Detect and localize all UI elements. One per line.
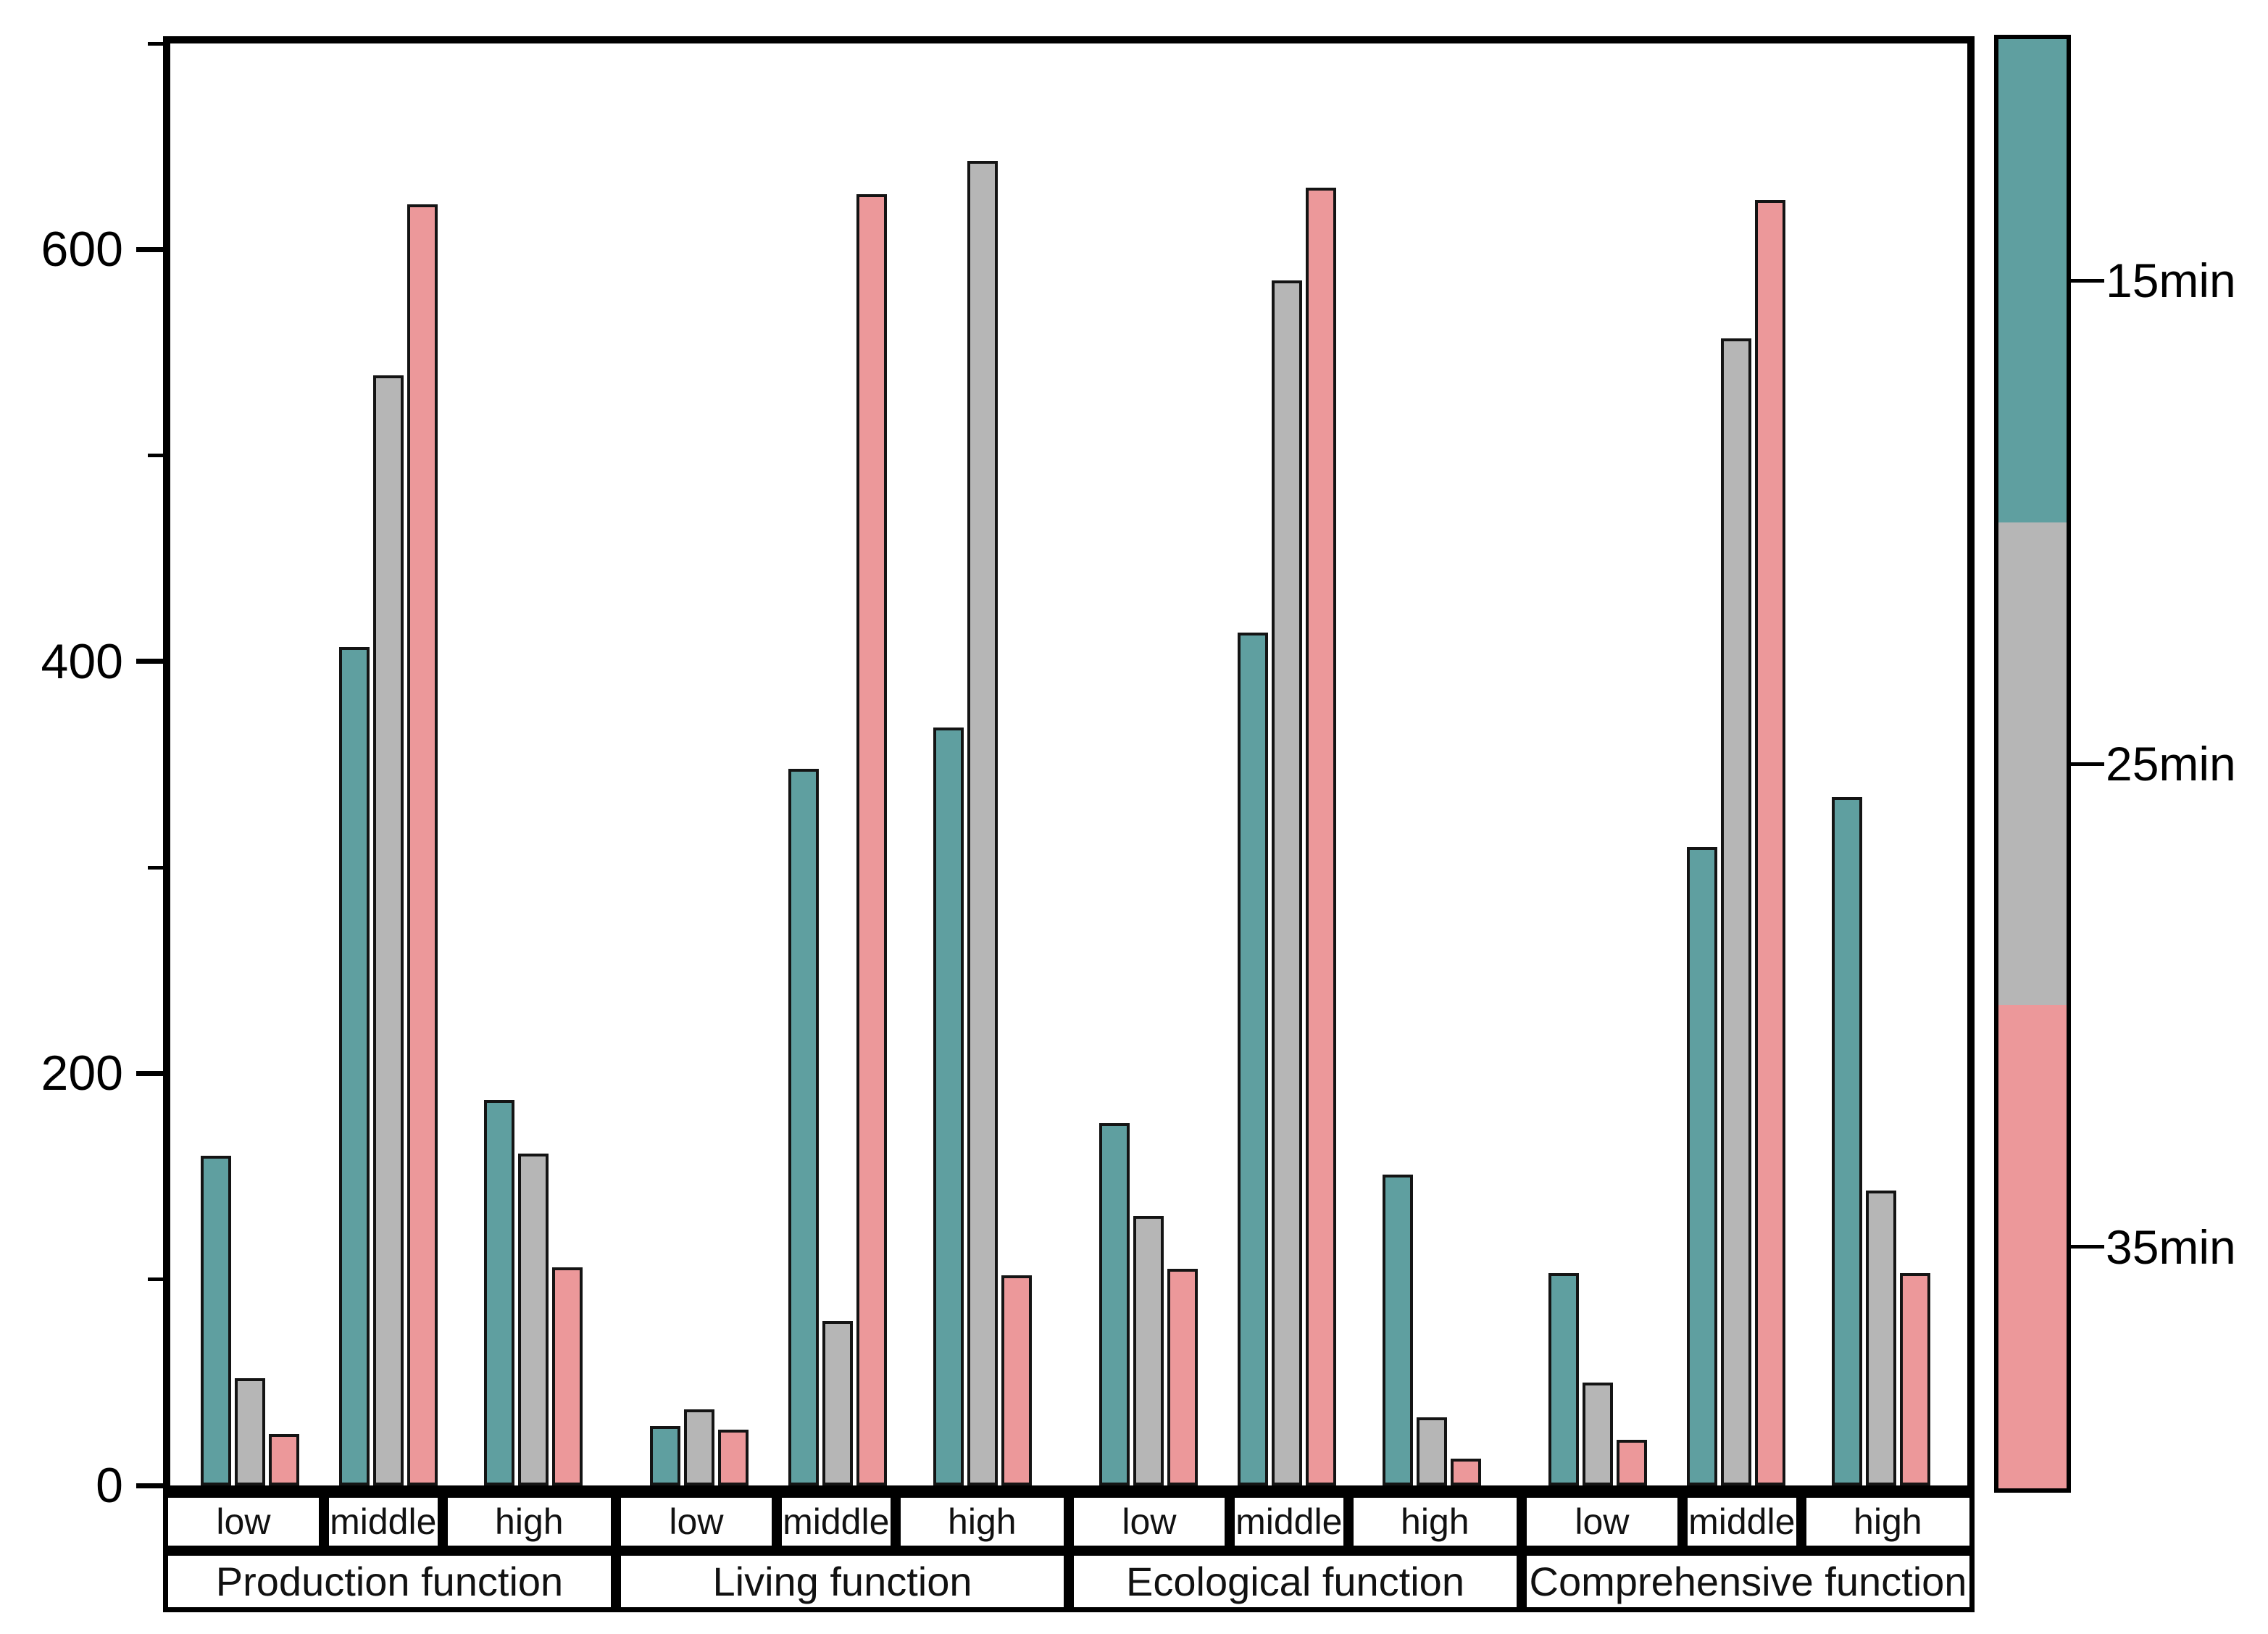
x-axis-sublabel-box: low — [1069, 1493, 1230, 1551]
x-axis-sublabel-box: high — [442, 1493, 616, 1551]
x-axis-sublabel-box: middle — [323, 1493, 443, 1551]
bar-25min-middle — [822, 1321, 854, 1485]
bar-25min-low — [684, 1409, 715, 1485]
x-axis-sublabel: high — [1401, 1501, 1469, 1542]
bar-35min-middle — [856, 194, 888, 1485]
x-axis-sublabel: low — [669, 1501, 724, 1542]
legend-color-25min — [1998, 522, 2067, 1006]
legend-tick — [2071, 762, 2104, 766]
legend-color-35min — [1998, 1005, 2067, 1489]
bar-35min-low — [1167, 1269, 1198, 1485]
x-axis-sublabel: low — [1575, 1501, 1630, 1542]
bar-15min-high — [1383, 1175, 1414, 1485]
bar-35min-low — [269, 1434, 300, 1485]
legend-label: 35min — [2106, 1220, 2236, 1274]
bar-35min-low — [1617, 1440, 1648, 1485]
legend-label: 25min — [2106, 737, 2236, 791]
bar-35min-middle — [407, 204, 438, 1485]
bar-15min-high — [933, 728, 964, 1485]
plot-frame — [163, 36, 1975, 1493]
bar-15min-high — [484, 1100, 515, 1485]
x-axis-group-box: Production function — [163, 1551, 616, 1612]
bar-25min-low — [1133, 1216, 1164, 1485]
x-axis-sublabel-box: low — [616, 1493, 777, 1551]
x-axis-sublabel: low — [216, 1501, 271, 1542]
x-axis-sublabel: middle — [1235, 1501, 1343, 1542]
x-axis-sublabel: middle — [330, 1501, 437, 1542]
x-axis-sublabel-box: middle — [776, 1493, 896, 1551]
bar-35min-middle — [1306, 188, 1337, 1485]
bar-15min-middle — [339, 647, 370, 1485]
y-axis-tick-label: 200 — [41, 1046, 123, 1101]
x-axis-sublabel: low — [1122, 1501, 1177, 1542]
x-axis-group-box: Comprehensive function — [1522, 1551, 1975, 1612]
legend-label: 15min — [2106, 254, 2236, 308]
x-axis-sublabel-box: high — [895, 1493, 1069, 1551]
bar-15min-low — [201, 1156, 232, 1485]
bar-15min-middle — [1687, 847, 1718, 1485]
bar-15min-low — [650, 1426, 681, 1485]
bar-25min-middle — [1721, 338, 1752, 1485]
y-axis-tick-label: 400 — [41, 633, 123, 689]
x-axis-group-box: Ecological function — [1069, 1551, 1522, 1612]
y-axis-tick-label: 0 — [96, 1458, 123, 1513]
bar-25min-high — [518, 1154, 549, 1485]
bar-35min-high — [1001, 1275, 1033, 1485]
bar-25min-high — [967, 161, 998, 1485]
bar-25min-low — [235, 1378, 266, 1485]
y-axis-major-tick — [136, 246, 163, 252]
bar-35min-high — [552, 1267, 583, 1485]
bar-25min-high — [1417, 1417, 1448, 1485]
x-axis-group-label: Living function — [712, 1559, 972, 1604]
y-axis-minor-tick — [148, 865, 163, 870]
legend-tick — [2071, 278, 2104, 283]
bar-25min-low — [1583, 1383, 1614, 1485]
y-axis-minor-tick — [148, 1277, 163, 1282]
y-axis-major-tick — [136, 1070, 163, 1076]
bar-25min-high — [1866, 1191, 1897, 1485]
x-axis-sublabel-box: high — [1348, 1493, 1522, 1551]
y-axis-tick-label: 600 — [41, 222, 123, 278]
x-axis-sublabel-box: middle — [1682, 1493, 1801, 1551]
legend-color-15min — [1998, 39, 2067, 522]
y-axis-minor-tick — [148, 41, 163, 46]
x-axis-sublabel: high — [1854, 1501, 1922, 1542]
bar-35min-high — [1900, 1273, 1931, 1485]
x-axis-sublabel: high — [495, 1501, 564, 1542]
bar-35min-low — [718, 1430, 749, 1485]
bar-35min-middle — [1755, 200, 1786, 1485]
x-axis-sublabel: high — [948, 1501, 1017, 1542]
x-axis-group-label: Comprehensive function — [1529, 1559, 1967, 1604]
x-axis-sublabel: middle — [1688, 1501, 1796, 1542]
x-axis-sublabel-box: middle — [1229, 1493, 1348, 1551]
y-axis-minor-tick — [148, 454, 163, 458]
bar-15min-low — [1099, 1123, 1130, 1485]
bar-15min-middle — [1238, 633, 1269, 1485]
bar-25min-middle — [373, 375, 404, 1485]
bar-25min-middle — [1272, 280, 1303, 1485]
y-axis-major-tick — [136, 659, 163, 664]
x-axis-group-label: Ecological function — [1126, 1559, 1464, 1604]
bar-15min-high — [1832, 797, 1863, 1485]
y-axis-major-tick — [136, 1483, 163, 1488]
x-axis-group-label: Production function — [215, 1559, 564, 1604]
bar-15min-low — [1548, 1273, 1580, 1485]
x-axis-sublabel: middle — [783, 1501, 890, 1542]
bar-15min-middle — [788, 769, 820, 1485]
legend-tick — [2071, 1245, 2104, 1249]
x-axis-group-box: Living function — [616, 1551, 1069, 1612]
x-axis-sublabel-box: low — [1522, 1493, 1683, 1551]
bar-35min-high — [1451, 1459, 1482, 1485]
legend-colorbar-swatch — [1994, 35, 2071, 1493]
x-axis-sublabel-box: high — [1801, 1493, 1975, 1551]
x-axis-sublabel-box: low — [163, 1493, 324, 1551]
